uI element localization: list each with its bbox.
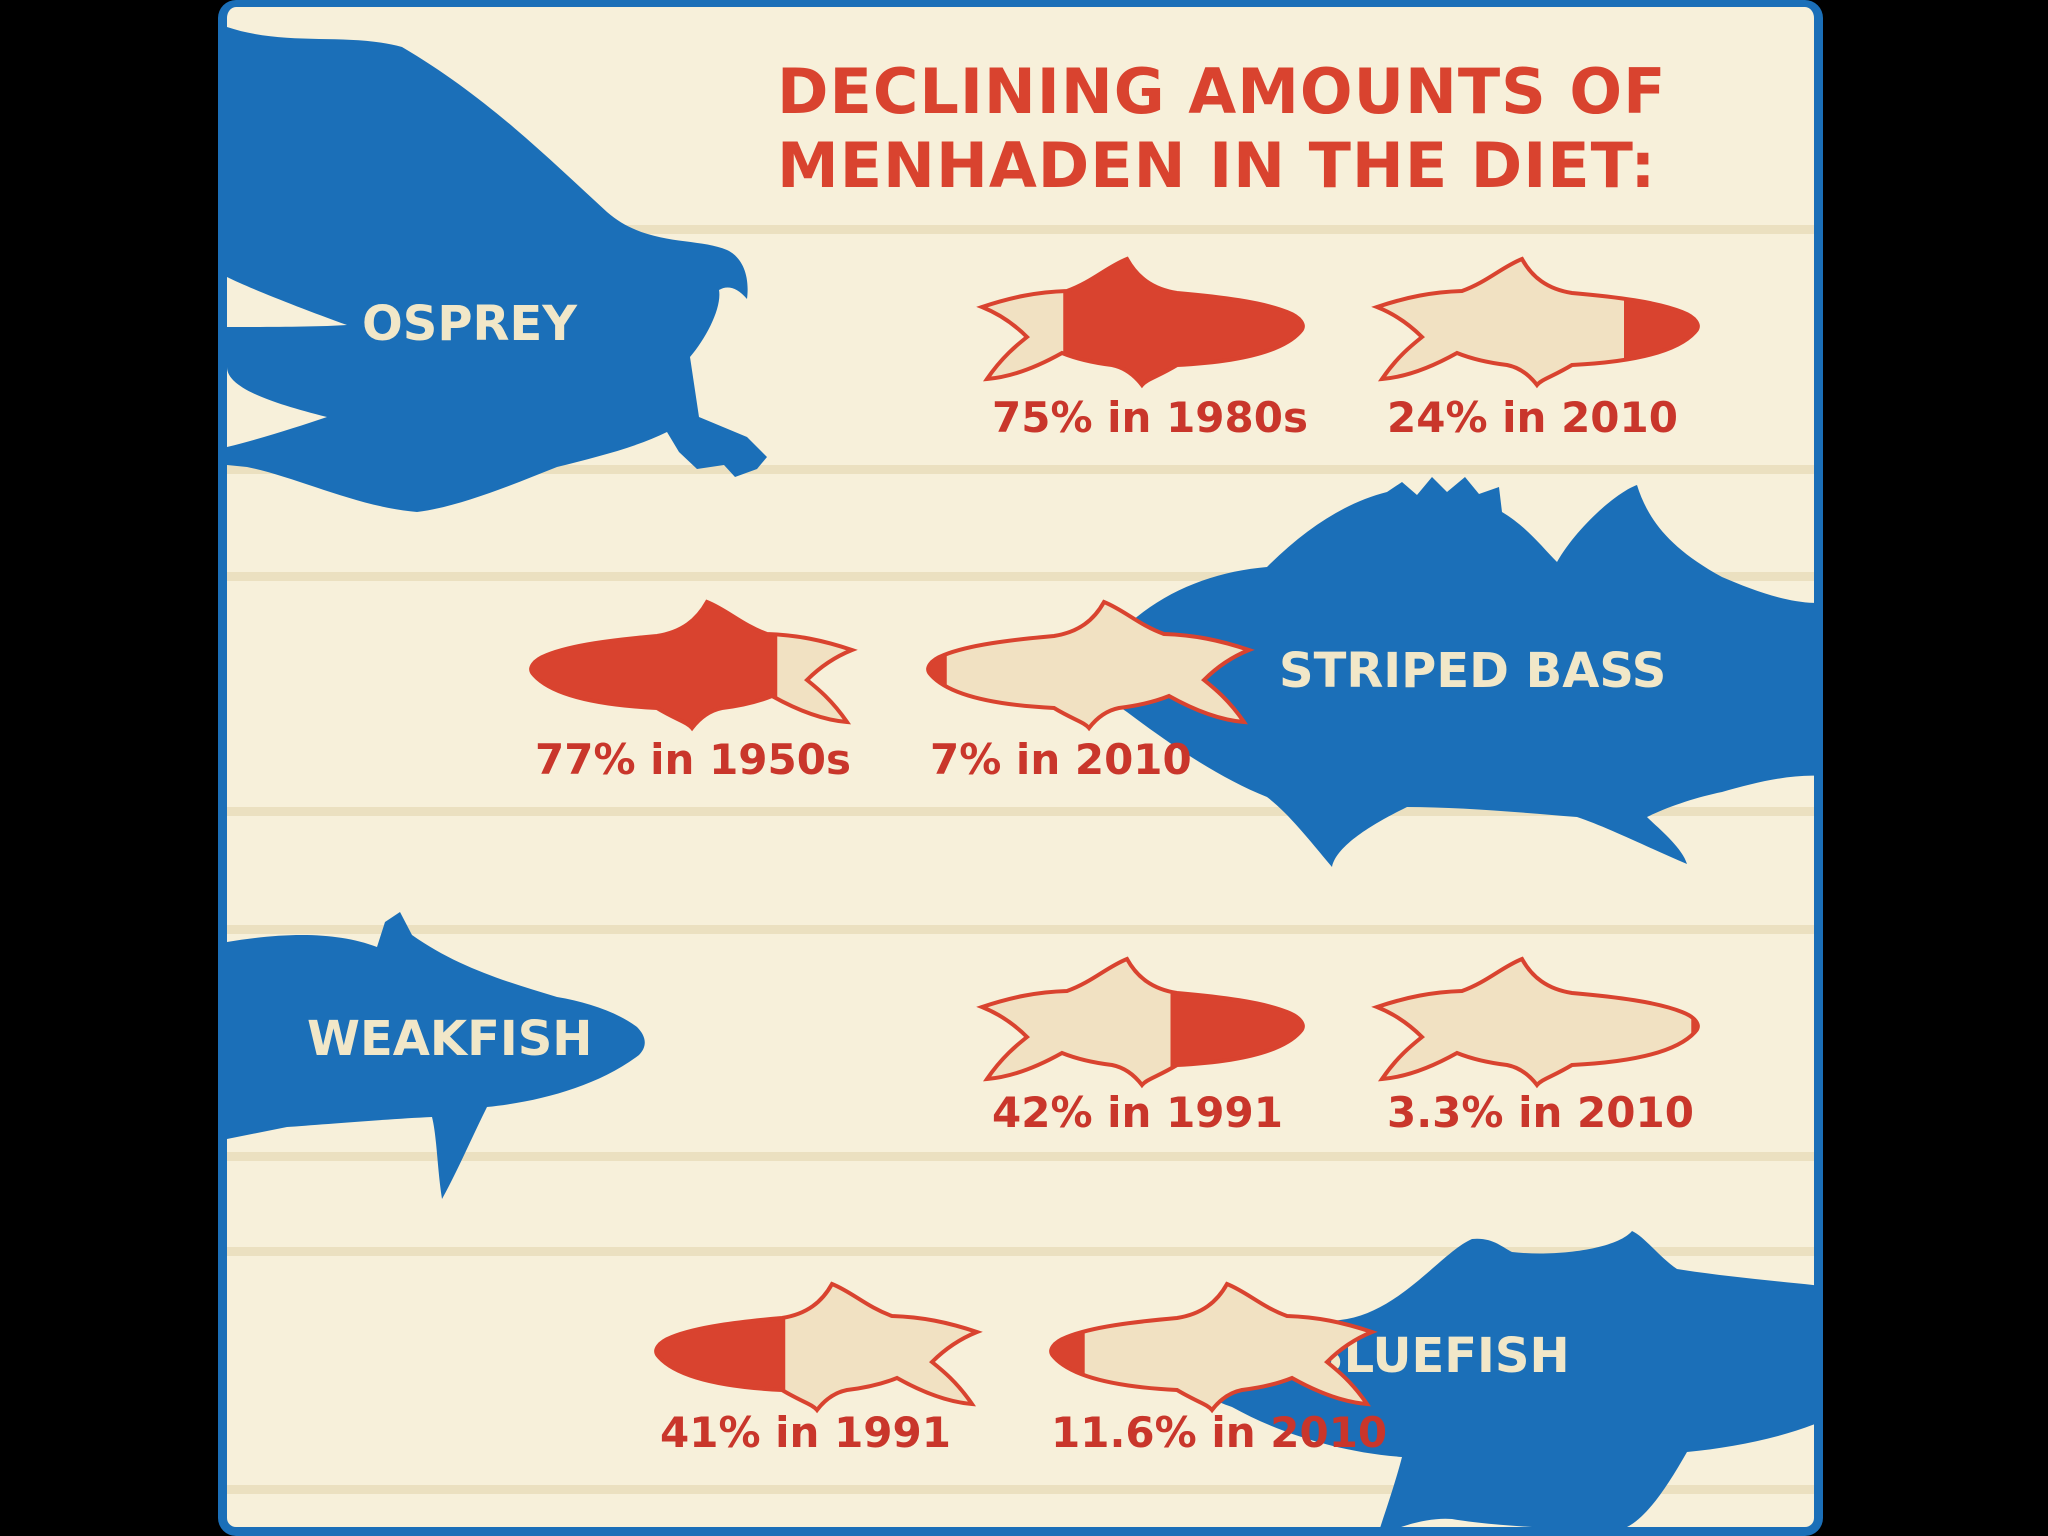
menhaden-fill-bar: [1170, 959, 1303, 1085]
menhaden-1-0: 77% in 1950s: [529, 599, 858, 784]
menhaden-outline: [1049, 1281, 1378, 1414]
menhaden-outline: [976, 956, 1305, 1089]
data-label-2-0: 42% in 1991: [992, 1088, 1283, 1137]
menhaden-3-1: 11.6% in 2010: [1049, 1281, 1387, 1457]
menhaden-1-1: 7% in 2010: [926, 599, 1255, 784]
predator-label-osprey: OSPREY: [362, 296, 578, 352]
menhaden-outline: [529, 599, 858, 732]
data-label-3-1: 11.6% in 2010: [1051, 1408, 1387, 1457]
infographic-panel: DECLINING AMOUNTS OF MENHADEN IN THE DIE…: [218, 0, 1823, 1536]
stripe-4: [227, 925, 1814, 934]
stripe-2: [227, 572, 1814, 581]
data-label-2-1: 3.3% in 2010: [1387, 1088, 1694, 1137]
striped-bass-icon: [1107, 477, 1814, 867]
chart-art: OSPREY STRIPED BASS WEAKFISH BLUEFISH 75…: [227, 27, 1814, 1527]
stripe-7: [227, 1485, 1814, 1494]
menhaden-fill-bar: [531, 602, 778, 728]
menhaden-0-0: 75% in 1980s: [976, 256, 1308, 442]
menhaden-body: [1377, 959, 1698, 1085]
menhaden-body: [1051, 1284, 1372, 1410]
stripe-0: [227, 225, 1814, 234]
weakfish-icon: [227, 912, 645, 1199]
stripe-3: [227, 807, 1814, 816]
data-label-0-1: 24% in 2010: [1387, 393, 1678, 442]
stripe-5: [227, 1152, 1814, 1161]
data-label-1-0: 77% in 1950s: [535, 735, 851, 784]
menhaden-fill-bar: [656, 1284, 786, 1410]
osprey-icon: [227, 27, 767, 512]
data-label-3-0: 41% in 1991: [660, 1408, 951, 1457]
menhaden-outline: [654, 1281, 983, 1414]
menhaden-fill-bar: [1051, 1284, 1085, 1410]
stripe-1: [227, 465, 1814, 474]
menhaden-outline: [926, 599, 1255, 732]
background-stripes: [227, 225, 1814, 1494]
menhaden-outline: [1371, 956, 1700, 1089]
menhaden-body: [1377, 259, 1698, 385]
predator-label-weakfish: WEAKFISH: [307, 1011, 592, 1067]
menhaden-body: [928, 602, 1249, 728]
data-label-0-0: 75% in 1980s: [992, 393, 1308, 442]
chart-title: DECLINING AMOUNTS OF MENHADEN IN THE DIE…: [777, 55, 1667, 202]
bluefish-icon: [1200, 1231, 1814, 1527]
menhaden-outline: [1371, 256, 1700, 389]
menhaden-0-1: 24% in 2010: [1371, 256, 1700, 442]
menhaden-2-0: 42% in 1991: [976, 956, 1305, 1137]
menhaden-2-1: 3.3% in 2010: [1371, 956, 1700, 1137]
data-label-1-1: 7% in 2010: [930, 735, 1192, 784]
stripe-6: [227, 1247, 1814, 1256]
menhaden-outline: [976, 256, 1305, 389]
menhaden-3-0: 41% in 1991: [654, 1281, 983, 1457]
predator-label-striped-bass: STRIPED BASS: [1279, 643, 1666, 699]
